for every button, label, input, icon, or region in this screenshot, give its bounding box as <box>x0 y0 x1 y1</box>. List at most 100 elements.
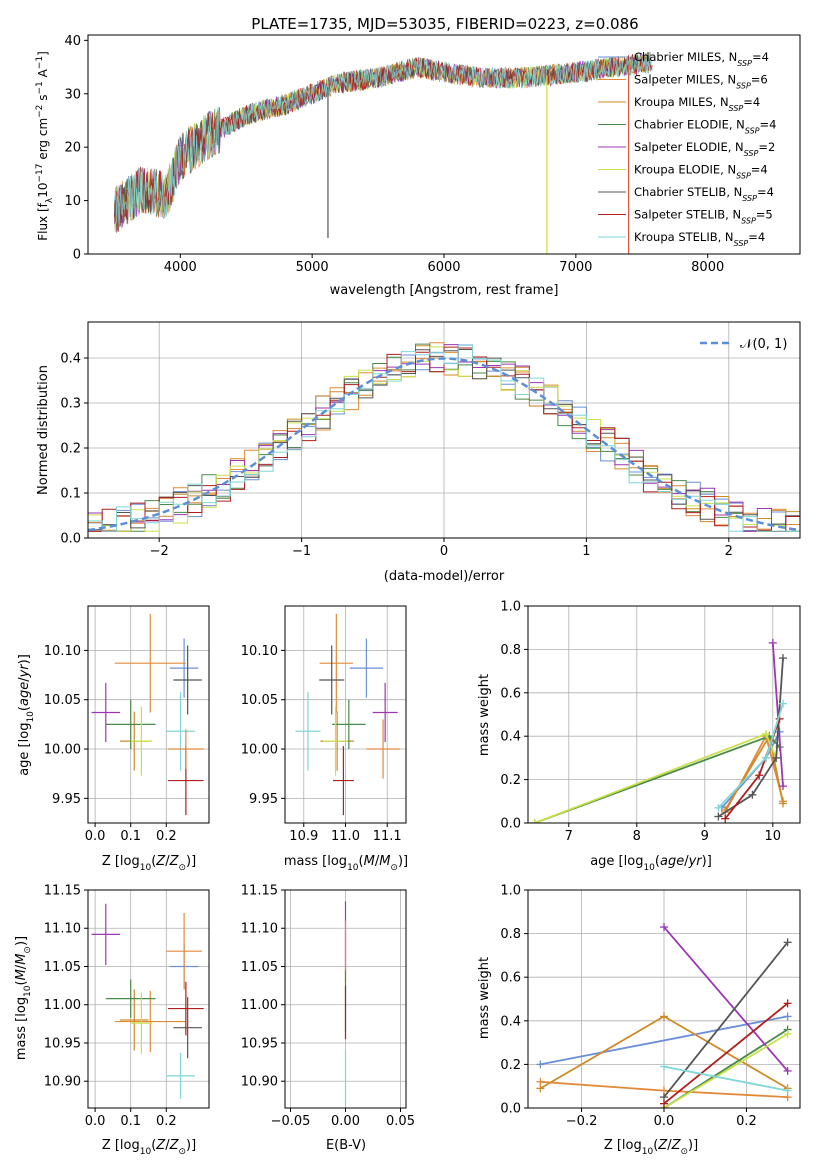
legend-label: Salpeter MILES, NSSP=6 <box>634 73 768 91</box>
plot-area <box>114 51 653 254</box>
errorbar-point <box>168 981 204 1036</box>
plot-area <box>88 342 800 532</box>
x-tick-label: −0.2 <box>566 1114 598 1129</box>
y-tick-label: 10.00 <box>44 743 81 758</box>
y-tick-label: 0 <box>73 248 81 263</box>
residuals-xlabel: (data-model)/error <box>384 569 505 584</box>
weight-marker <box>779 799 787 808</box>
errorbar-point <box>349 638 384 698</box>
weight-marker <box>783 938 792 947</box>
axes-frame <box>87 605 210 824</box>
spectrum-legend: Chabrier MILES, NSSP=4 Salpeter MILES, NS… <box>598 50 776 248</box>
weight-line <box>663 1033 789 1108</box>
y-tick-label: 0.0 <box>500 1102 521 1117</box>
weight-marker <box>772 753 781 762</box>
errorbar-point <box>168 729 204 769</box>
residuals-panel: −2 −1 0 1 2 0.0 0.1 0.2 0.3 0.4 (data-model)/erro… <box>36 321 801 584</box>
y-tick-label: 11.00 <box>44 998 81 1013</box>
w-age-xlabel: age [log10(age/yr)] <box>590 854 712 873</box>
errorbar-point <box>105 979 156 1018</box>
axes-frame <box>87 889 210 1109</box>
y-tick-label: 0.2 <box>500 773 521 788</box>
x-tick-label: −0.05 <box>271 1114 311 1129</box>
age-Z-xlabel: Z [log10(Z/Z⊙)] <box>102 854 196 873</box>
legend-label: Kroupa ELODIE, NSSP=4 <box>634 163 768 181</box>
x-tick-label: 11.1 <box>373 829 402 844</box>
mass-vs-ebv-panel: −0.05 0.00 0.05 10.90 10.95 11.00 11.05 11.10 11… <box>241 884 415 1154</box>
y-tick-label: 1.0 <box>500 600 521 615</box>
x-tick-label: 0.1 <box>120 1114 141 1129</box>
errorbar-point <box>319 613 354 713</box>
y-tick-label: 10.05 <box>241 693 278 708</box>
x-tick-label: 0.2 <box>156 1114 177 1129</box>
x-tick-label: 0.0 <box>85 1114 106 1129</box>
weight-marker <box>783 1029 792 1038</box>
mass-Z-xlabel: Z [log10(Z/Z⊙)] <box>102 1138 196 1157</box>
y-tick-label: 0.8 <box>500 927 521 942</box>
plot-area <box>91 903 204 1099</box>
weight-marker <box>660 1062 668 1071</box>
normal-curve <box>88 357 800 532</box>
weight-vs-age-panel: 7 8 9 10 0.0 0.2 0.4 0.6 0.8 1.0 age [log10(age/y… <box>477 600 801 873</box>
mass-vs-Z-panel: 0.0 0.1 0.210.9010.9511.0011.0511.1011.15 … <box>14 884 210 1157</box>
errorbar-point <box>166 912 202 990</box>
weight-vs-Z-panel: −0.2 0.0 0.2 0.0 0.2 0.4 0.6 0.8 1.0 Z [log10(Z/… <box>477 884 801 1157</box>
y-tick-label: 40 <box>64 34 81 49</box>
weight-marker <box>783 1012 792 1021</box>
x-tick-label: 5000 <box>296 260 329 275</box>
y-tick-label: 20 <box>64 141 81 156</box>
weight-line <box>724 733 784 813</box>
spectrum-line <box>114 53 653 229</box>
errorbar-point <box>166 691 195 771</box>
legend-normal-label: 𝒩(0, 1) <box>740 337 787 352</box>
mass-ebv-xlabel: E(B-V) <box>326 1138 366 1153</box>
plot-area <box>295 613 400 816</box>
weight-marker <box>660 1099 668 1108</box>
y-tick-label: 10.90 <box>241 1075 278 1090</box>
y-tick-label: 10.10 <box>241 644 278 659</box>
y-tick-label: 0.6 <box>500 971 521 986</box>
axes-frame <box>527 605 801 824</box>
y-tick-label: 0.2 <box>500 1058 521 1073</box>
weight-line <box>771 642 784 787</box>
errorbar-point <box>91 682 121 743</box>
figure-title: PLATE=1735, MJD=53035, FIBERID=0223, z=0… <box>251 15 638 33</box>
w-Z-xlabel: Z [log10(Z/Z⊙)] <box>604 1138 698 1157</box>
weight-marker <box>660 923 668 932</box>
plot-area <box>91 613 204 816</box>
y-tick-label: 11.05 <box>44 960 81 975</box>
weight-marker <box>748 790 757 799</box>
y-tick-label: 10.00 <box>241 743 278 758</box>
y-tick-label: 1.0 <box>500 884 521 899</box>
errorbar-point <box>319 645 345 715</box>
errorbar-point <box>120 989 149 1051</box>
y-tick-label: 0.0 <box>60 532 81 547</box>
x-tick-label: 4000 <box>164 260 197 275</box>
x-tick-label: 0.2 <box>156 829 177 844</box>
x-tick-label: 1 <box>582 544 590 559</box>
weight-line <box>724 718 781 820</box>
w-age-ylabel: mass weight <box>477 674 492 756</box>
plot-area <box>536 923 792 1108</box>
y-tick-label: 11.10 <box>241 922 278 937</box>
y-tick-label: 9.95 <box>249 792 278 807</box>
y-tick-label: 0.8 <box>500 643 521 658</box>
weight-line <box>540 1015 788 1066</box>
legend-label: Chabrier STELIB, NSSP=4 <box>634 185 774 203</box>
weight-line <box>663 1065 788 1092</box>
y-tick-label: 0.4 <box>500 1014 521 1029</box>
x-tick-label: 7 <box>565 829 573 844</box>
legend-label: Salpeter STELIB, NSSP=5 <box>634 208 773 226</box>
spectrum-panel: 4000 5000 6000 7000 8000 0 10 20 30 40 Chabrier MI… <box>35 34 801 298</box>
weight-marker <box>660 1012 668 1021</box>
x-tick-label: 11.0 <box>331 829 360 844</box>
x-tick-label: 0 <box>440 544 448 559</box>
plot-area <box>530 638 787 823</box>
spectrum-xlabel: wavelength [Angstrom, rest frame] <box>330 283 559 298</box>
x-tick-label: 6000 <box>427 260 460 275</box>
errorbar-point <box>114 990 186 1053</box>
weight-line <box>663 926 789 1072</box>
weight-marker <box>721 814 730 823</box>
y-tick-label: 11.15 <box>241 884 278 899</box>
